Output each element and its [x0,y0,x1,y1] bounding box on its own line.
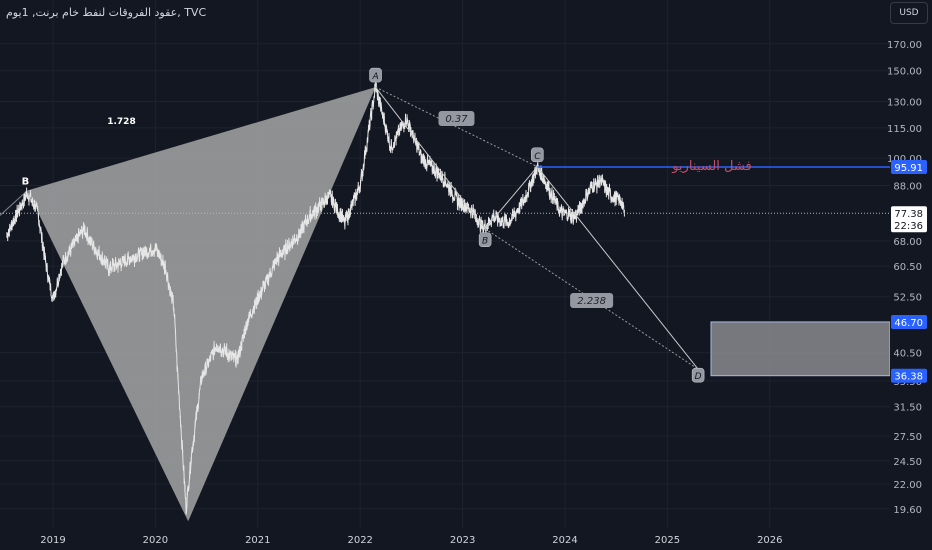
point-label-c: C [531,147,544,163]
pattern-triangle-xab [27,87,376,522]
price-tick-label: 88.00 [893,182,922,193]
point-badge [369,67,382,83]
price-tick-label: 60.50 [893,262,922,273]
price-tag-text: 46.70 [894,318,923,329]
time-tick-label: 2022 [347,535,372,546]
price-tag-bg [891,314,927,329]
failure-price-tag: 95.91 [891,159,927,174]
price-tick-label: 52.50 [893,293,922,304]
time-tick-label: 2021 [245,535,270,546]
price-axis-bg [890,0,932,550]
last-price-tag-bg [891,206,927,233]
last-price-value: 77.38 [894,209,923,220]
price-tick-label: 130.00 [887,98,922,109]
failure-level-text: فشل السيناريو [671,159,751,174]
point-letter: C [534,152,541,162]
ratio-label-abc: 0.37 [438,110,475,126]
harmonic-pattern [0,87,376,522]
chart-annotations: B A B C D 1.728 0.37 2.238 فشل السيناريو [0,67,891,383]
point-label-a: A [369,67,382,83]
price-tick-label: 100.00 [887,154,922,165]
price-tick-label: 150.00 [887,67,922,78]
time-axis[interactable]: 2019 2020 2021 2022 2023 2024 2025 2026 [0,528,890,550]
point-badge [691,367,705,383]
zone-high-price-tag: 46.70 [891,314,927,329]
currency-button[interactable]: USD [890,2,928,24]
point-badge [531,147,544,163]
time-tick-label: 2024 [552,535,577,546]
countdown-value: 22:36 [894,221,923,232]
ratio-line-bd [484,228,699,370]
point-letter: D [695,372,702,382]
price-tick-label: 24.50 [893,457,922,468]
ratio-badge [438,110,475,126]
ratio-badge [570,292,614,308]
price-tick-label: 22.00 [893,480,922,491]
price-axis[interactable]: 170.00 150.00 130.00 115.00 100.00 88.00 68.00… [887,0,932,550]
price-tick-label: 27.50 [893,432,922,443]
price-tag-text: 95.91 [894,163,923,174]
price-tag-bg [891,159,927,174]
price-tick-label: 40.50 [893,349,922,360]
target-zone [710,321,891,377]
point-label-b-start: B [22,176,30,187]
point-letter: B [482,237,488,247]
price-tick-label: 115.00 [887,124,922,135]
time-tick-label: 2025 [655,535,680,546]
price-tag-text: 36.38 [894,372,923,383]
price-tick-label: 170.00 [887,40,922,51]
point-letter: A [371,72,378,82]
point-label-b: B [478,232,492,247]
price-tick-label: 68.00 [893,237,922,248]
price-tick-label: 31.50 [893,403,922,414]
time-tick-label: 2019 [40,535,65,546]
time-tick-label: 2023 [450,535,475,546]
ratio-value: 2.238 [577,296,606,307]
time-tick-label: 2020 [143,535,168,546]
price-series [6,82,625,515]
pattern-legs [375,86,699,370]
ratio-label-bcd: 2.238 [570,292,614,308]
zone-low-price-tag: 36.38 [891,368,927,383]
price-tag-bg [891,368,927,383]
pattern-leg-start [0,190,28,216]
ratio-value: 0.37 [445,114,468,125]
point-label-d: D [691,367,705,383]
time-axis-bg [0,528,890,550]
price-tick-label: 19.60 [893,505,922,516]
time-tick-label: 2026 [757,535,782,546]
ratio-label-xab: 1.728 [107,117,135,127]
point-badge [478,232,492,247]
symbol-title: عقود الفروقات لنفط خام برنت, 1يوم, TVC [6,6,207,19]
